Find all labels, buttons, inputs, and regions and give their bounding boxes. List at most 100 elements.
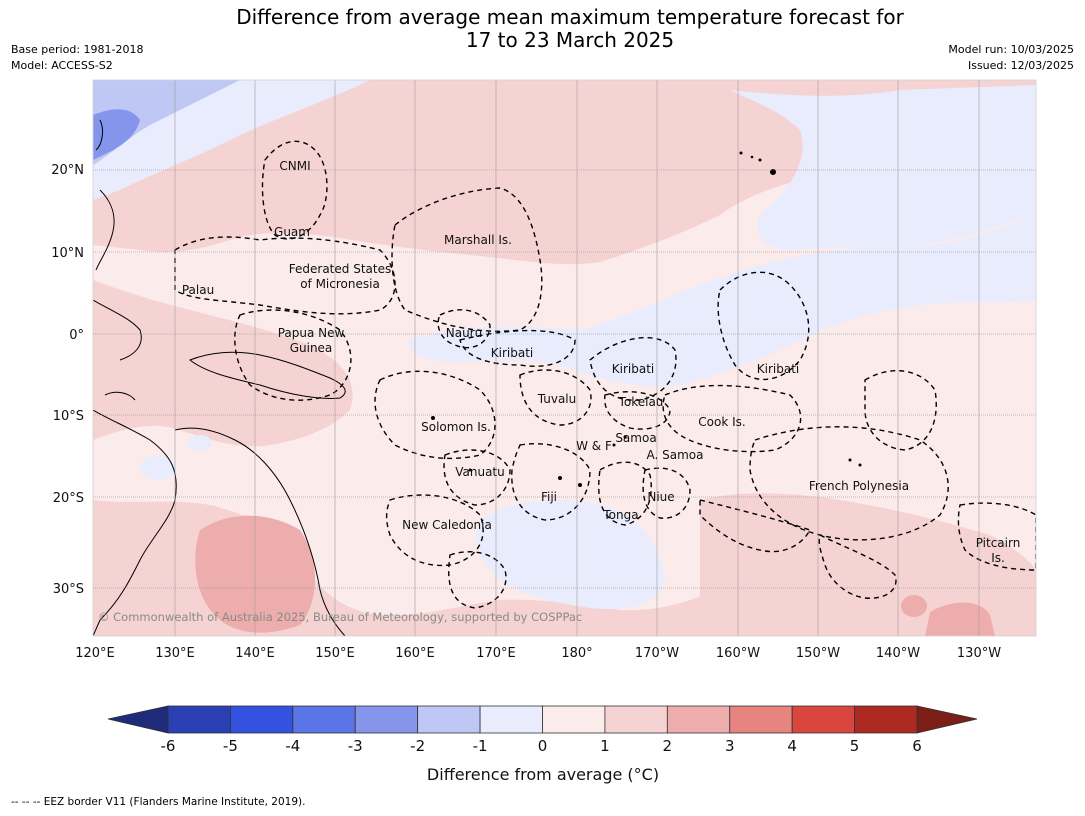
- lon-label: 170°E: [476, 646, 516, 661]
- anomaly-1-2-west: [93, 280, 353, 447]
- label-kiribati-west: Kiribati: [491, 346, 533, 360]
- colorbar-tick-label: -2: [410, 737, 425, 755]
- model-run: Model run: 10/03/2025: [948, 43, 1074, 56]
- anomaly-neg1-0-south: [476, 500, 665, 610]
- label-fsm-1: Federated States: [289, 262, 391, 276]
- label-pitcairn-2: Is.: [991, 551, 1005, 565]
- islands: [431, 151, 862, 487]
- label-kiribati-central: Kiribati: [612, 362, 654, 376]
- lon-label: 170°W: [635, 646, 679, 661]
- base-period: Base period: 1981-2018: [11, 43, 144, 56]
- lon-label: 150°E: [315, 646, 355, 661]
- colorbar-bins: [167, 705, 918, 734]
- anomaly-neg1-0-ne-corner: [1000, 86, 1036, 115]
- colorbar-label: Difference from average (°C): [427, 765, 659, 784]
- label-samoa: Samoa: [615, 431, 656, 445]
- label-french-polynesia: French Polynesia: [809, 479, 909, 493]
- label-vanuatu: Vanuatu: [455, 465, 505, 479]
- model-name: Model: ACCESS-S2: [11, 59, 113, 72]
- lat-label: 0°: [69, 328, 84, 343]
- place-labels: CNMI Guam Marshall Is. Federated States …: [182, 159, 1020, 565]
- anomaly-1-2-southeast: [700, 493, 1036, 636]
- latitude-labels: 20°N 10°N 0° 10°S 20°S 30°S: [51, 163, 84, 597]
- title-line-2: 17 to 23 March 2025: [465, 28, 675, 52]
- lat-label: 20°N: [51, 163, 84, 178]
- lat-label: 20°S: [53, 491, 84, 506]
- colorbar-bin: [854, 705, 918, 734]
- colorbar-bin: [479, 705, 543, 734]
- colorbar-tick-label: -5: [223, 737, 238, 755]
- colorbar-bin: [230, 705, 294, 734]
- anomaly-neg1-0-small: [140, 456, 176, 480]
- anomaly-neg1-0-small2: [188, 435, 212, 451]
- label-new-caledonia: New Caledonia: [402, 518, 492, 532]
- lon-label: 160°E: [395, 646, 435, 661]
- label-png-2: Guinea: [290, 341, 333, 355]
- lat-label: 10°S: [53, 409, 84, 424]
- issued-date: Issued: 12/03/2025: [967, 59, 1074, 72]
- colorbar-bin: [354, 705, 419, 734]
- colorbar-bin: [292, 705, 356, 734]
- label-png-1: Papua New: [278, 326, 345, 340]
- eez-borders: [174, 140, 1036, 609]
- anomaly-neg1-0-northeast: [730, 85, 1036, 251]
- lon-label: 130°E: [155, 646, 195, 661]
- lon-label: 180°: [561, 646, 592, 661]
- colorbar-tick-label: -3: [348, 737, 363, 755]
- colorbar-tick-label: -4: [285, 737, 300, 755]
- lat-label: 30°S: [53, 582, 84, 597]
- anomaly-neg1-0-equatorial: [408, 215, 1036, 387]
- label-cnmi: CNMI: [279, 159, 310, 173]
- label-palau: Palau: [182, 283, 214, 297]
- colorbar-tick-label: 2: [663, 737, 673, 755]
- colorbar-above-max: [916, 705, 978, 734]
- label-guam: Guam: [274, 225, 310, 239]
- anomaly-field: [93, 80, 1036, 636]
- meridians: [174, 80, 980, 636]
- label-american-samoa: A. Samoa: [647, 448, 704, 462]
- colorbar: -6 -5 -4 -3 -2 -1 0 1 2 3 4 5 6 Difference from aver…: [107, 705, 978, 784]
- label-fsm-2: of Micronesia: [300, 277, 380, 291]
- colorbar-tick-label: -1: [473, 737, 488, 755]
- colorbar-bin: [729, 705, 793, 734]
- lon-label: 120°E: [75, 646, 115, 661]
- label-marshall: Marshall Is.: [444, 233, 512, 247]
- label-cook: Cook Is.: [698, 415, 745, 429]
- lon-label: 130°W: [957, 646, 1001, 661]
- lon-label: 160°W: [716, 646, 760, 661]
- label-tokelau: Tokelau: [618, 395, 664, 409]
- colorbar-tick-label: 0: [538, 737, 548, 755]
- chart-title: Difference from average mean maximum tem…: [0, 6, 1085, 52]
- colorbar-below-min: [107, 705, 169, 734]
- label-niue: Niue: [647, 490, 674, 504]
- colorbar-tick-label: 3: [725, 737, 735, 755]
- eez-footnote: -- -- -- EEZ border V11 (Flanders Marine…: [11, 796, 306, 808]
- anomaly-neg2-neg1-northwest: [93, 80, 240, 165]
- lon-label: 140°E: [235, 646, 275, 661]
- longitude-labels: 120°E 130°E 140°E 150°E 160°E 170°E 180°…: [75, 646, 1001, 661]
- colorbar-bin: [542, 705, 606, 734]
- lat-label: 10°N: [51, 246, 84, 261]
- label-nauru: Nauru: [446, 326, 482, 340]
- colorbar-tick-label: 4: [787, 737, 797, 755]
- anomaly-neg3-neg2-northwest: [93, 109, 140, 160]
- colorbar-bin: [791, 705, 855, 734]
- colorbar-tick-label: 5: [850, 737, 860, 755]
- label-tonga: Tonga: [602, 508, 638, 522]
- meta-right: Model run: 10/03/2025 Issued: 12/03/2025: [948, 42, 1074, 74]
- label-fiji: Fiji: [541, 490, 557, 504]
- label-tuvalu: Tuvalu: [537, 392, 577, 406]
- label-solomon: Solomon Is.: [421, 420, 491, 434]
- meta-left: Base period: 1981-2018 Model: ACCESS-S2: [11, 42, 143, 74]
- lon-label: 150°W: [796, 646, 840, 661]
- map-frame: [92, 79, 1037, 637]
- colorbar-bin: [604, 705, 668, 734]
- colorbar-tick-label: 6: [912, 737, 922, 755]
- colorbar-tick-label: 1: [600, 737, 610, 755]
- anomaly-2-3-small: [901, 595, 927, 617]
- title-line-1: Difference from average mean maximum tem…: [236, 5, 904, 29]
- copyright-notice: © Commonwealth of Australia 2025, Bureau…: [98, 610, 582, 624]
- colorbar-bin: [167, 705, 231, 734]
- colorbar-ticks: -6 -5 -4 -3 -2 -1 0 1 2 3 4 5 6: [161, 737, 922, 755]
